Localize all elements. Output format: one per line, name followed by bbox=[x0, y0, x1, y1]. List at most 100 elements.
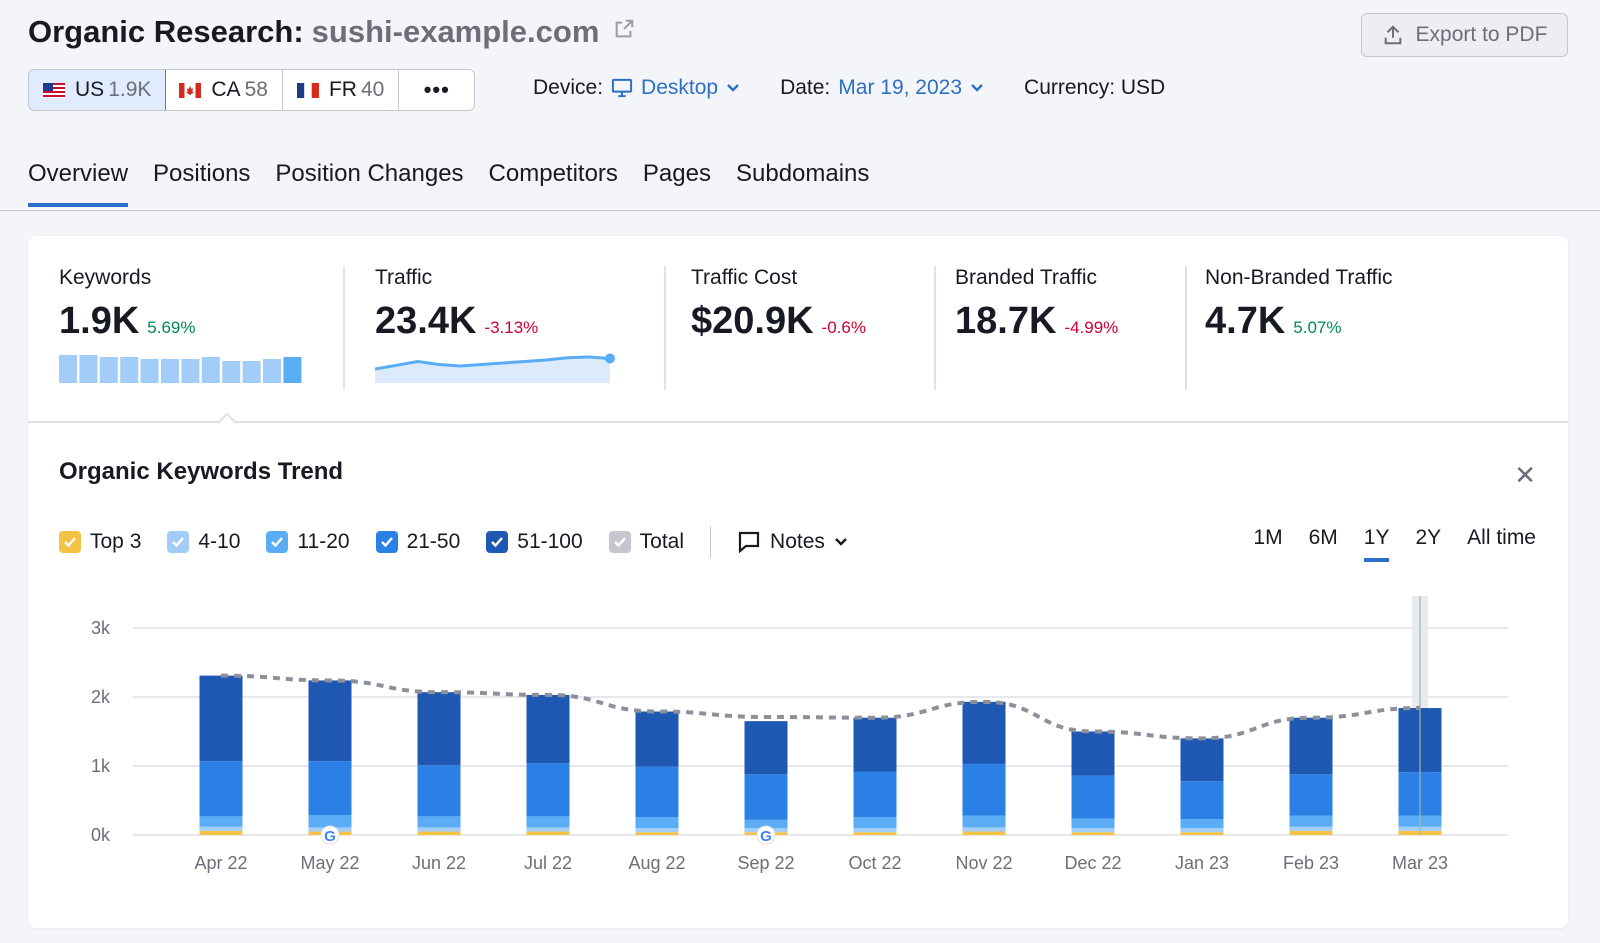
checkbox-icon bbox=[375, 531, 398, 553]
range-6m[interactable]: 6M bbox=[1308, 526, 1338, 549]
db-count: 40 bbox=[360, 78, 385, 101]
selected-metric-caret bbox=[218, 412, 236, 424]
bar-segment-4-10 bbox=[635, 828, 679, 833]
sparkline-bar bbox=[263, 359, 281, 383]
date-filter[interactable]: Date: Mar 19, 2023 bbox=[780, 76, 984, 100]
db-tab-ca[interactable]: CA 58 bbox=[165, 70, 283, 110]
checkbox-icon bbox=[608, 531, 631, 553]
bar-segment-21-50 bbox=[526, 763, 570, 817]
chevron-down-icon bbox=[971, 84, 983, 92]
metric-label: Branded Traffic bbox=[955, 266, 1098, 289]
chart-title: Organic Keywords Trend bbox=[59, 458, 344, 485]
tab-positions[interactable]: Positions bbox=[153, 160, 251, 187]
tab-competitors[interactable]: Competitors bbox=[488, 160, 618, 187]
legend-4-10[interactable]: 4-10 bbox=[167, 530, 240, 554]
bar-segment-51-100 bbox=[962, 701, 1006, 764]
metric-value: 18.7K bbox=[955, 300, 1057, 342]
tab-pages[interactable]: Pages bbox=[642, 160, 711, 187]
overview-card: Keywords 1.9K 5.69% Traffic 23.4K -3.13%… bbox=[28, 236, 1568, 928]
desktop-icon bbox=[611, 78, 633, 98]
tab-overview[interactable]: Overview bbox=[28, 160, 129, 207]
legend-total[interactable]: Total bbox=[608, 530, 685, 554]
metric-traffic[interactable]: Traffic 23.4K -3.13% bbox=[374, 266, 625, 388]
bar-segment-4-10 bbox=[1289, 826, 1333, 831]
bar-segment-21-50 bbox=[635, 766, 679, 818]
metric-value: 1.9K bbox=[59, 300, 140, 342]
sparkline-bar bbox=[181, 359, 200, 383]
bar-segment-21-50 bbox=[1180, 781, 1224, 820]
date-label: Date: bbox=[780, 76, 831, 99]
database-tabs: US 1.9K CA 58 FR 40 ••• bbox=[28, 69, 476, 111]
filters-bar: Device: Desktop Date: Mar 19, 2023 Curre… bbox=[533, 76, 1165, 100]
sparkline-area bbox=[375, 357, 610, 383]
external-link-icon[interactable] bbox=[613, 18, 635, 40]
legend-label: 11-20 bbox=[297, 530, 350, 553]
metric-divider bbox=[1185, 266, 1187, 390]
db-code: FR bbox=[328, 78, 357, 101]
bar-segment-top-3 bbox=[635, 832, 679, 835]
range-all-time[interactable]: All time bbox=[1467, 526, 1536, 549]
bar-segment-11-20 bbox=[744, 819, 788, 829]
bar-segment-51-100 bbox=[1289, 717, 1333, 775]
device-filter[interactable]: Device: Desktop bbox=[533, 76, 740, 100]
sparkline-endpoint bbox=[605, 353, 615, 364]
y-tick-label: 0k bbox=[91, 825, 111, 845]
bar-segment-21-50 bbox=[417, 765, 461, 817]
metric-keywords[interactable]: Keywords 1.9K 5.69% bbox=[59, 266, 309, 388]
bar-segment-51-100 bbox=[1180, 738, 1224, 782]
more-databases-button[interactable]: ••• bbox=[399, 70, 474, 110]
metric-non-branded-traffic[interactable]: Non-Branded Traffic 4.7K 5.07% bbox=[1205, 266, 1393, 343]
bar-segment-11-20 bbox=[308, 814, 352, 828]
metric-value: $20.9K bbox=[691, 300, 814, 342]
metric-change: -3.13% bbox=[484, 318, 539, 337]
metric-change: -0.6% bbox=[821, 318, 866, 337]
legend-top-3[interactable]: Top 3 bbox=[59, 530, 141, 554]
metrics-divider bbox=[28, 421, 1568, 423]
device-label: Device: bbox=[533, 76, 604, 99]
fr-flag-icon bbox=[296, 82, 319, 98]
close-icon[interactable]: ✕ bbox=[1514, 460, 1536, 490]
page-title: Organic Research: bbox=[28, 14, 304, 49]
legend-divider bbox=[710, 526, 712, 558]
domain-name[interactable]: sushi-example.com bbox=[311, 14, 600, 49]
sparkline-bar bbox=[242, 361, 261, 383]
bar-segment-51-100 bbox=[1071, 731, 1115, 776]
legend-51-100[interactable]: 51-100 bbox=[486, 530, 583, 554]
x-tick-label: Apr 22 bbox=[194, 853, 247, 873]
tabs-divider bbox=[0, 210, 1600, 211]
x-tick-label: Sep 22 bbox=[737, 853, 794, 873]
bar-segment-21-50 bbox=[744, 774, 788, 820]
range-1m[interactable]: 1M bbox=[1253, 526, 1283, 549]
sparkline-bar bbox=[59, 355, 77, 383]
legend-21-50[interactable]: 21-50 bbox=[375, 530, 460, 554]
metric-branded-traffic[interactable]: Branded Traffic 18.7K -4.99% bbox=[955, 266, 1118, 343]
db-tab-fr[interactable]: FR 40 bbox=[283, 70, 400, 110]
legend-11-20[interactable]: 11-20 bbox=[266, 530, 350, 554]
sparkline-line bbox=[374, 355, 611, 371]
legend-label: Total bbox=[639, 530, 685, 553]
range-2y[interactable]: 2Y bbox=[1415, 526, 1442, 549]
bar-segment-4-10 bbox=[526, 827, 570, 832]
export-pdf-button[interactable]: Export to PDF bbox=[1361, 13, 1568, 57]
x-tick-label: Dec 22 bbox=[1064, 853, 1121, 873]
metric-label: Keywords bbox=[59, 266, 152, 289]
keywords-sparkline bbox=[59, 355, 302, 383]
range-1y[interactable]: 1Y bbox=[1363, 526, 1390, 562]
sparkline-bar bbox=[283, 357, 302, 383]
bar-segment-21-50 bbox=[199, 761, 243, 817]
bar-segment-51-100 bbox=[526, 694, 570, 764]
bar-segment-4-10 bbox=[962, 827, 1006, 832]
organic-keywords-chart[interactable]: 0k 1k 2k 3k Apr 22 May 22 Jun 22 Jul 22 Aug 22 Se… bbox=[28, 588, 1568, 918]
db-tab-us[interactable]: US 1.9K bbox=[29, 70, 167, 110]
metric-traffic-cost[interactable]: Traffic Cost $20.9K -0.6% bbox=[691, 266, 866, 343]
bar-segment-4-10 bbox=[853, 828, 897, 833]
bar-segment-top-3 bbox=[1071, 832, 1115, 835]
google-note-marker bbox=[320, 825, 340, 845]
tab-position-changes[interactable]: Position Changes bbox=[275, 160, 464, 187]
metric-change: 5.69% bbox=[147, 318, 196, 337]
x-tick-label: Aug 22 bbox=[628, 853, 685, 873]
tab-subdomains[interactable]: Subdomains bbox=[735, 160, 870, 187]
notes-dropdown[interactable]: Notes bbox=[737, 530, 848, 554]
bar-segment-11-20 bbox=[417, 816, 461, 828]
bar-segment-21-50 bbox=[1071, 775, 1115, 819]
